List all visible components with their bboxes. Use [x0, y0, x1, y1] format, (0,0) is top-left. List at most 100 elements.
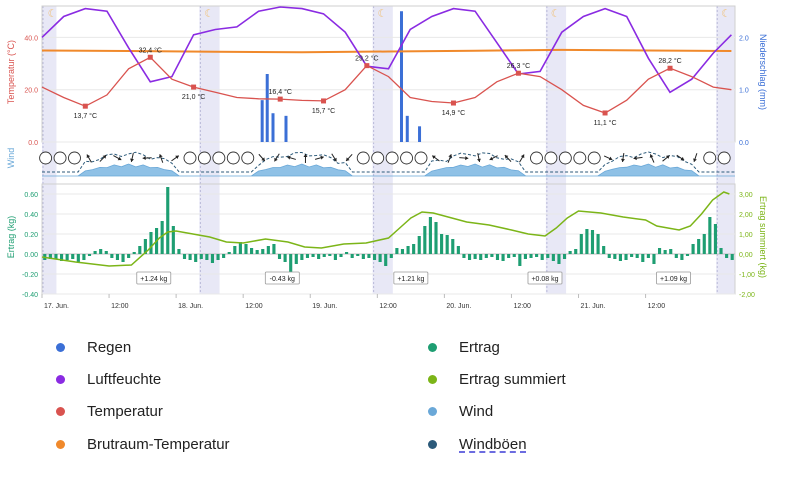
legend-item-brutraum-temperature[interactable]: Brutraum-Temperatur	[56, 436, 230, 453]
legend-item-yield-summed[interactable]: Ertrag summiert	[428, 371, 566, 388]
yield-bar	[412, 244, 416, 254]
legend-label-wind: Wind	[459, 403, 494, 420]
yield-bar	[345, 252, 349, 254]
yield-bar	[138, 246, 142, 254]
brutraum-temperature-line	[41, 48, 732, 54]
legend-item-temperature[interactable]: Temperatur	[56, 403, 163, 420]
daily-total-labels: +1.24 kg -0.43 kg +1.21 kg +0.08 kg +1.09 kg	[136, 271, 691, 285]
yield-bar	[82, 254, 86, 260]
yield-bar	[646, 254, 650, 258]
yield-bar	[685, 254, 690, 256]
legend-item-humidity[interactable]: Luftfeuchte	[56, 371, 161, 388]
wind-arrow-head	[620, 158, 625, 162]
wind-arrow-head	[504, 155, 509, 159]
wind-arrow-head	[465, 156, 469, 161]
wind-calm-icon	[717, 151, 731, 165]
yield-bar	[367, 254, 371, 258]
yield-bar	[518, 254, 522, 266]
yield-bar	[182, 254, 187, 259]
wind-calm-icon	[414, 151, 428, 165]
wind-calm-icon	[400, 151, 413, 165]
temperature-marker	[321, 98, 327, 104]
wind-arrow-icon	[519, 154, 525, 163]
wind-arrow-icon	[476, 153, 481, 163]
wind-arrow-head	[142, 156, 146, 161]
legend-item-yield[interactable]: Ertrag	[428, 339, 500, 356]
yield-bar	[702, 234, 706, 254]
wind-arrow-head	[102, 155, 107, 159]
yield-bar	[317, 254, 321, 259]
yield-bar	[529, 254, 533, 258]
moon-icon: ☾	[551, 8, 561, 20]
daily-total-label: +0.08 kg	[531, 276, 558, 283]
wind-arrow-head	[158, 154, 163, 158]
wind-arrow-icon	[676, 154, 685, 161]
temperature-marker	[602, 110, 608, 116]
yield-bar	[451, 239, 455, 254]
wind-arrow-head	[432, 155, 436, 160]
yield-bar	[428, 217, 432, 254]
yield-bar	[574, 249, 578, 254]
daily-total-box	[527, 271, 563, 285]
legend-marker-temperature	[56, 407, 65, 416]
yield-bar	[562, 254, 567, 259]
rain-bars	[260, 11, 422, 142]
yield-bar	[467, 254, 472, 260]
yield-left-tick-label: -0.40	[22, 292, 38, 299]
moon-icons: ☾ ☾ ☾ ☾ ☾	[48, 8, 731, 20]
rain-bar	[399, 11, 403, 142]
moon-icon: ☾	[721, 8, 731, 20]
yield-bar	[535, 254, 539, 257]
yield-bar	[507, 254, 511, 258]
yield-bar	[697, 239, 701, 254]
x-axis-tick-labels: 17. Jun. 12:00 18. Jun. 12:00 19. Jun. 12:00 2…	[41, 294, 665, 310]
wind-arrow-head	[680, 156, 685, 161]
wind-arrow-icon	[345, 153, 353, 162]
legend-label-humidity: Luftfeuchte	[87, 371, 162, 388]
legend: Regen Luftfeuchte Temperatur Brutraum-Te…	[0, 328, 800, 486]
yield-bar	[417, 236, 421, 254]
yield-bar	[607, 254, 611, 258]
temperature-point-label: 28,2 °C	[658, 57, 681, 65]
legend-item-wind-gusts[interactable]: Windböen	[428, 436, 527, 453]
wind-arrow-icon	[649, 154, 655, 163]
yield-bar	[434, 222, 438, 254]
yield-bar	[76, 254, 80, 262]
temperature-point-label: 21,0 °C	[182, 93, 205, 101]
yield-bar	[93, 251, 97, 254]
yield-bar	[585, 229, 589, 254]
legend-marker-rain	[56, 343, 65, 352]
yield-bar	[590, 230, 595, 254]
wind-axis-label: Wind	[6, 148, 16, 169]
temperature-marker	[667, 65, 673, 71]
wind-arrow-head	[476, 158, 481, 162]
legend-label-temperature: Temperatur	[87, 403, 163, 420]
temperature-point-label: 16,4 °C	[269, 88, 292, 96]
legend-item-wind[interactable]: Wind	[428, 403, 493, 420]
temperature-marker	[277, 96, 283, 102]
legend-item-rain[interactable]: Regen	[56, 339, 131, 356]
yield-bar	[160, 221, 164, 254]
wind-calm-icon	[53, 151, 67, 165]
yield-bar	[456, 246, 460, 254]
yield-bar	[674, 254, 678, 258]
wind-arrow-icon	[171, 155, 180, 162]
x-axis-tick-label: 21. Jun.	[581, 303, 606, 310]
temperature-point-label: 15,7 °C	[312, 107, 335, 115]
yield-bar	[266, 246, 270, 254]
yield-bar	[121, 254, 125, 262]
wind-arrow-head	[489, 156, 494, 161]
yield-bar	[551, 254, 555, 261]
yield-bar	[395, 248, 399, 254]
weather-left-ticks: 0.0 20.0 40.0	[24, 35, 38, 147]
wind-arrow-icon	[489, 155, 498, 161]
yield-bar	[328, 254, 332, 256]
yield-bar	[54, 254, 58, 259]
weather-left-tick-label: 40.0	[24, 35, 38, 42]
weather-left-tick-label: 0.0	[28, 140, 38, 147]
yield-bar	[490, 254, 494, 257]
yield-bar	[613, 254, 617, 259]
daily-total-label: +1.21 kg	[397, 276, 424, 283]
temperature-point-label: 11,1 °C	[594, 119, 617, 127]
yield-bar	[579, 234, 583, 254]
